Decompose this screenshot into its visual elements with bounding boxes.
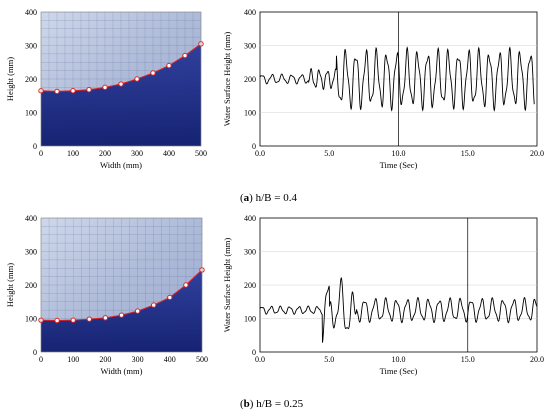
y-tick-label: 400 [244,8,256,17]
x-tick-label: 0 [39,355,43,364]
surface-point [102,84,108,91]
y-axis-label: Water Surface Height (mm) [222,238,232,333]
y-tick-label: 300 [25,248,37,257]
y-tick-label: 100 [25,315,37,324]
x-tick-label: 0.0 [255,149,265,158]
surface-point [167,294,173,301]
x-tick-label: 5.0 [324,355,334,364]
x-axis-label: Time (Sec) [380,366,418,376]
x-axis-label: Time (Sec) [380,160,418,170]
x-tick-label: 100 [67,355,79,364]
y-tick-label: 200 [244,281,256,290]
y-tick-label: 100 [244,315,256,324]
y-axis-label: Height (mm) [5,263,15,307]
y-tick-label: 200 [244,75,256,84]
surface-point [118,81,124,87]
caption-a: (a) h/B = 0.4 [240,192,297,204]
surface-point [86,87,92,93]
x-tick-label: 200 [99,149,111,158]
chart-3: 0.0 5.0 10.0 15.0 20.0 0 100 200 300 400 Time (Sec… [222,214,544,376]
y-tick-label: 100 [25,109,37,118]
surface-point [182,52,188,59]
x-tick-label: 300 [131,149,143,158]
x-tick-label: 10.0 [392,355,406,364]
surface-point [183,282,189,288]
y-tick-label: 300 [244,248,256,257]
chart-1: 0.0 5.0 10.0 15.0 20.0 0 100 200 300 400 Time (Sec… [222,8,544,170]
y-tick-label: 0 [252,142,256,151]
y-tick-label: 300 [244,42,256,51]
y-tick-label: 200 [25,281,37,290]
x-axis-label: Width (mm) [101,366,143,376]
x-tick-label: 500 [195,149,207,158]
x-tick-label: 400 [163,149,175,158]
chart-0: 0 100 200 300 400 500 0 100 200 300 400 Width (mm) H… [5,8,207,170]
surface-point [70,88,76,94]
caption-b: (b) h/B = 0.25 [240,398,304,410]
surface-point [134,76,140,82]
y-tick-label: 0 [33,348,37,357]
x-tick-label: 400 [164,355,176,364]
x-tick-label: 5.0 [324,149,334,158]
x-tick-label: 500 [196,355,208,364]
surface-point [134,308,141,314]
x-tick-label: 20.0 [530,355,544,364]
y-tick-label: 400 [25,214,37,223]
water-region [41,269,202,352]
y-tick-label: 400 [244,214,256,223]
water-height-series [259,276,538,343]
surface-point [150,70,156,76]
y-tick-label: 0 [252,348,256,357]
y-tick-label: 0 [33,142,37,151]
x-tick-label: 0 [39,149,43,158]
x-tick-label: 0.0 [255,355,265,364]
y-tick-label: 300 [25,42,37,51]
x-tick-label: 10.0 [392,149,406,158]
surface-point [102,315,109,321]
y-axis-label: Height (mm) [5,57,15,101]
x-axis-label: Width (mm) [100,160,142,170]
x-tick-label: 200 [99,355,111,364]
surface-point [86,316,93,322]
x-tick-label: 15.0 [461,149,475,158]
surface-point [151,302,157,308]
surface-point [166,62,172,69]
water-height-series [259,46,535,112]
x-tick-label: 20.0 [530,149,544,158]
x-tick-label: 300 [132,355,144,364]
y-tick-label: 100 [244,109,256,118]
surface-point [54,317,60,324]
x-tick-label: 100 [67,149,79,158]
photo-frame [40,11,202,147]
chart-2: 0 100 200 300 400 500 0 100 200 300 400 Width (mm) H… [5,214,208,376]
y-axis-label: Water Surface Height (mm) [222,32,232,127]
photo-frame [40,217,203,353]
y-tick-label: 400 [25,8,37,17]
y-tick-label: 200 [25,75,37,84]
surface-point [118,312,125,318]
surface-point [54,88,60,95]
surface-point [70,317,76,323]
x-tick-label: 15.0 [461,355,475,364]
